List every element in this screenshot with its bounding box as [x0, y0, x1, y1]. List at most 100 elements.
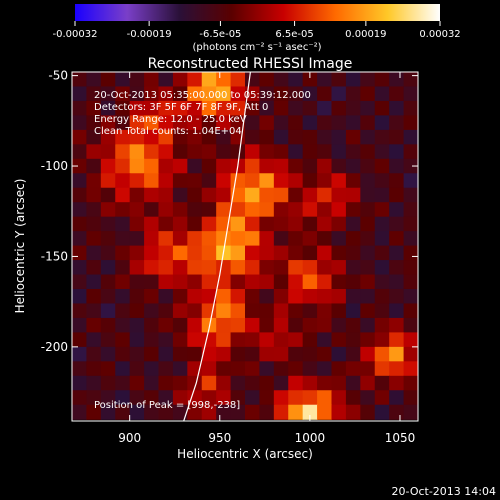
heatmap-cell — [101, 217, 116, 232]
heatmap-cell — [274, 289, 289, 304]
heatmap-cell — [404, 231, 419, 246]
heatmap-cell — [216, 159, 231, 174]
heatmap-cell — [274, 303, 289, 318]
heatmap-cell — [115, 332, 130, 347]
heatmap-cell — [173, 202, 188, 217]
heatmap-cell — [144, 231, 159, 246]
heatmap-cell — [303, 376, 318, 391]
heatmap-cell — [360, 188, 375, 203]
heatmap-cell — [101, 231, 116, 246]
heatmap-cell — [86, 72, 101, 87]
heatmap-cell — [245, 318, 260, 333]
heatmap-cell — [375, 405, 390, 420]
heatmap-cell — [245, 246, 260, 261]
heatmap-cell — [317, 260, 332, 275]
heatmap-cell — [404, 144, 419, 159]
heatmap-cell — [389, 115, 404, 130]
heatmap-cell — [389, 130, 404, 145]
heatmap-cell — [101, 72, 116, 87]
heatmap-cell — [375, 289, 390, 304]
heatmap-cell — [332, 159, 347, 174]
heatmap-cell — [360, 115, 375, 130]
heatmap-cell — [144, 376, 159, 391]
heatmap-cell — [332, 231, 347, 246]
heatmap-cell — [332, 246, 347, 261]
heatmap-cell — [360, 361, 375, 376]
heatmap-cell — [159, 217, 174, 232]
heatmap-cell — [159, 72, 174, 87]
heatmap-cell — [173, 347, 188, 362]
heatmap-cell — [404, 361, 419, 376]
heatmap-cell — [360, 72, 375, 87]
heatmap-cell — [274, 188, 289, 203]
heatmap-cell — [389, 101, 404, 116]
heatmap-cell — [259, 217, 274, 232]
heatmap-cell — [115, 347, 130, 362]
heatmap-cell — [274, 72, 289, 87]
heatmap-cell — [274, 376, 289, 391]
heatmap-cell — [274, 231, 289, 246]
heatmap-cell — [187, 231, 202, 246]
heatmap-cell — [404, 260, 419, 275]
heatmap-cell — [332, 72, 347, 87]
heatmap-cell — [259, 72, 274, 87]
heatmap-cell — [216, 347, 231, 362]
heatmap-cell — [86, 275, 101, 290]
heatmap-cell — [360, 86, 375, 101]
heatmap-cell — [288, 347, 303, 362]
heatmap-cell — [173, 231, 188, 246]
heatmap-cell — [332, 86, 347, 101]
heatmap-cell — [159, 231, 174, 246]
heatmap-cell — [259, 188, 274, 203]
heatmap-cell — [360, 289, 375, 304]
heatmap-cell — [317, 86, 332, 101]
heatmap-cell — [216, 376, 231, 391]
heatmap-cell — [274, 115, 289, 130]
heatmap-cell — [130, 217, 145, 232]
heatmap-cell — [231, 231, 246, 246]
heatmap-cell — [130, 260, 145, 275]
heatmap-cell — [317, 390, 332, 405]
heatmap-cell — [86, 159, 101, 174]
heatmap-cell — [245, 361, 260, 376]
heatmap-cell — [332, 130, 347, 145]
heatmap-cell — [187, 260, 202, 275]
heatmap-cell — [72, 246, 87, 261]
heatmap-cell — [389, 361, 404, 376]
heatmap-cell — [144, 361, 159, 376]
heatmap-cell — [202, 332, 217, 347]
heatmap-cell — [389, 202, 404, 217]
heatmap-cell — [274, 130, 289, 145]
heatmap-cell — [187, 303, 202, 318]
heatmap-cell — [72, 101, 87, 116]
heatmap-cell — [187, 72, 202, 87]
heatmap-cell — [231, 332, 246, 347]
heatmap-cell — [202, 159, 217, 174]
heatmap-cell — [245, 303, 260, 318]
heatmap-cell — [317, 275, 332, 290]
heatmap-cell — [245, 159, 260, 174]
heatmap-cell — [245, 72, 260, 87]
heatmap-cell — [375, 86, 390, 101]
heatmap-cell — [360, 159, 375, 174]
heatmap-cell — [245, 231, 260, 246]
heatmap-cell — [259, 231, 274, 246]
heatmap-cell — [144, 332, 159, 347]
heatmap-cell — [231, 318, 246, 333]
heatmap-cell — [101, 303, 116, 318]
heatmap-cell — [259, 405, 274, 420]
heatmap-cell — [187, 347, 202, 362]
heatmap-cell — [130, 231, 145, 246]
heatmap-cell — [404, 72, 419, 87]
heatmap-cell — [231, 260, 246, 275]
heatmap-cell — [389, 86, 404, 101]
heatmap-cell — [101, 376, 116, 391]
heatmap-cell — [375, 188, 390, 203]
heatmap-cell — [375, 260, 390, 275]
heatmap-cell — [187, 332, 202, 347]
heatmap-cell — [404, 303, 419, 318]
heatmap-cell — [332, 101, 347, 116]
y-tick-label: -200 — [41, 340, 68, 354]
heatmap-cell — [404, 390, 419, 405]
